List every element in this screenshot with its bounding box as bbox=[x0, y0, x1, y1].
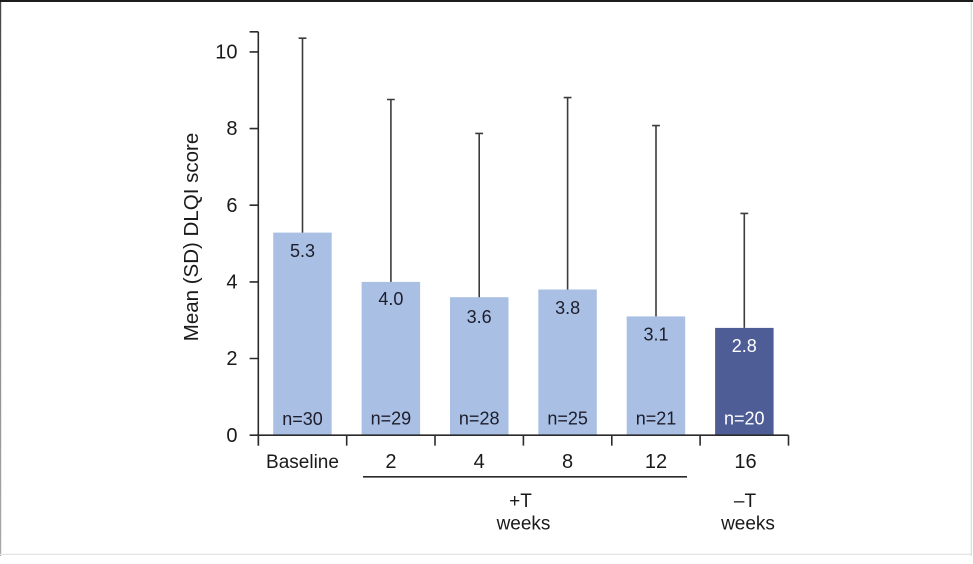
svg-text:n=25: n=25 bbox=[547, 409, 588, 429]
svg-text:8: 8 bbox=[562, 451, 573, 473]
svg-text:5.3: 5.3 bbox=[290, 241, 315, 261]
svg-text:n=21: n=21 bbox=[636, 409, 677, 429]
svg-text:2: 2 bbox=[385, 451, 396, 473]
svg-text:4: 4 bbox=[474, 451, 485, 473]
svg-text:3.6: 3.6 bbox=[467, 307, 492, 327]
svg-text:Baseline: Baseline bbox=[266, 452, 339, 473]
svg-text:4.0: 4.0 bbox=[378, 289, 403, 309]
svg-text:16: 16 bbox=[734, 451, 756, 473]
svg-text:weeks: weeks bbox=[720, 514, 775, 535]
svg-text:–T: –T bbox=[734, 491, 757, 512]
svg-text:12: 12 bbox=[645, 451, 667, 473]
svg-text:8: 8 bbox=[226, 118, 237, 140]
svg-text:4: 4 bbox=[226, 272, 237, 294]
svg-text:6: 6 bbox=[226, 195, 237, 217]
svg-text:n=29: n=29 bbox=[371, 409, 412, 429]
svg-text:Mean (SD) DLQI score: Mean (SD) DLQI score bbox=[180, 133, 203, 341]
svg-text:2.8: 2.8 bbox=[732, 336, 757, 356]
svg-text:3.8: 3.8 bbox=[555, 298, 580, 318]
svg-text:2: 2 bbox=[226, 348, 237, 370]
svg-text:n=30: n=30 bbox=[282, 409, 323, 429]
svg-text:weeks: weeks bbox=[496, 514, 551, 535]
svg-text:n=20: n=20 bbox=[724, 409, 765, 429]
svg-text:10: 10 bbox=[215, 42, 237, 64]
svg-text:+T: +T bbox=[509, 491, 532, 512]
svg-text:0: 0 bbox=[226, 425, 237, 447]
svg-text:3.1: 3.1 bbox=[643, 325, 668, 345]
svg-text:n=28: n=28 bbox=[459, 409, 500, 429]
